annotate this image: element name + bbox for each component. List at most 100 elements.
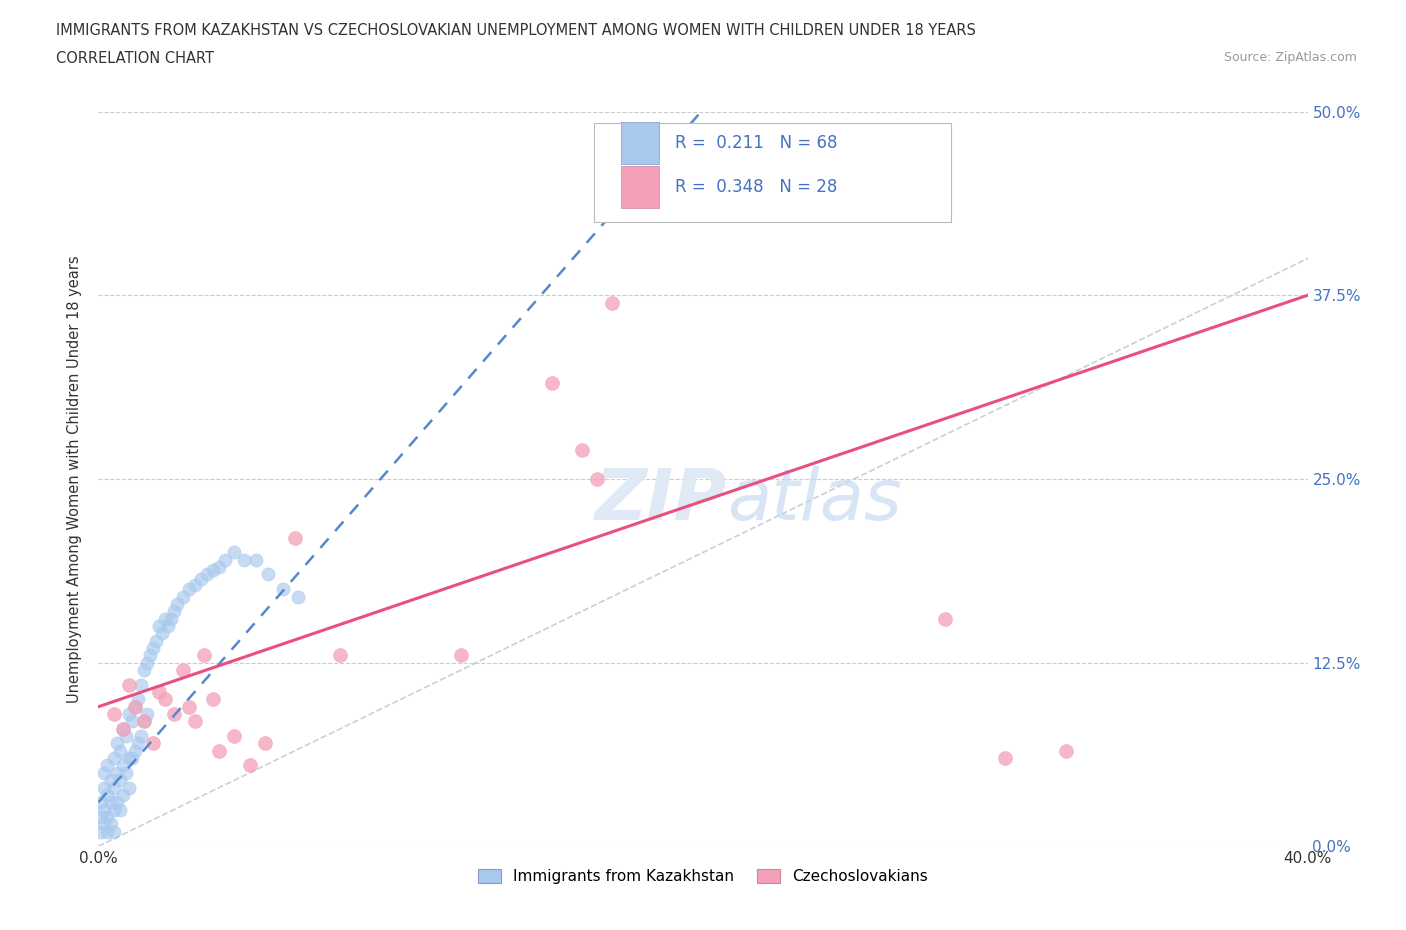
Text: IMMIGRANTS FROM KAZAKHSTAN VS CZECHOSLOVAKIAN UNEMPLOYMENT AMONG WOMEN WITH CHIL: IMMIGRANTS FROM KAZAKHSTAN VS CZECHOSLOV… bbox=[56, 23, 976, 38]
Text: ZIP: ZIP bbox=[595, 467, 727, 536]
Point bbox=[271, 582, 294, 597]
Point bbox=[90, 809, 112, 824]
Text: Source: ZipAtlas.com: Source: ZipAtlas.com bbox=[1223, 51, 1357, 64]
FancyBboxPatch shape bbox=[621, 166, 659, 207]
Text: CORRELATION CHART: CORRELATION CHART bbox=[56, 51, 214, 66]
Point bbox=[139, 648, 162, 663]
Point bbox=[96, 788, 118, 803]
Point bbox=[160, 611, 183, 626]
Point bbox=[994, 751, 1017, 765]
Point bbox=[103, 824, 125, 839]
Point bbox=[111, 788, 134, 803]
Point bbox=[121, 714, 143, 729]
Point bbox=[232, 552, 254, 567]
Point bbox=[132, 714, 155, 729]
Point bbox=[100, 773, 122, 788]
Text: R =  0.348   N = 28: R = 0.348 N = 28 bbox=[675, 178, 838, 196]
Point bbox=[111, 758, 134, 773]
Point bbox=[145, 633, 167, 648]
Point bbox=[103, 707, 125, 722]
Point bbox=[103, 802, 125, 817]
Point bbox=[224, 545, 246, 560]
Point bbox=[253, 736, 276, 751]
Point bbox=[142, 641, 165, 656]
Point bbox=[329, 648, 352, 663]
Point bbox=[184, 714, 207, 729]
Point bbox=[118, 677, 141, 692]
Point bbox=[96, 809, 118, 824]
Point bbox=[108, 802, 131, 817]
Point bbox=[202, 563, 225, 578]
Point bbox=[202, 692, 225, 707]
Point bbox=[450, 648, 472, 663]
Y-axis label: Unemployment Among Women with Children Under 18 years: Unemployment Among Women with Children U… bbox=[67, 255, 83, 703]
Point bbox=[195, 567, 218, 582]
Point bbox=[208, 743, 231, 758]
Point bbox=[124, 743, 146, 758]
Point bbox=[224, 729, 246, 744]
Point bbox=[934, 611, 956, 626]
Point bbox=[208, 560, 231, 575]
Point bbox=[156, 618, 179, 633]
Point bbox=[179, 699, 201, 714]
Point bbox=[571, 442, 593, 457]
Point bbox=[129, 677, 152, 692]
Point bbox=[127, 736, 149, 751]
Point bbox=[127, 692, 149, 707]
Point bbox=[287, 589, 309, 604]
Point bbox=[150, 626, 173, 641]
Point bbox=[118, 751, 141, 765]
Text: R =  0.211   N = 68: R = 0.211 N = 68 bbox=[675, 134, 838, 152]
Point bbox=[93, 802, 115, 817]
Point bbox=[118, 707, 141, 722]
Point bbox=[135, 707, 157, 722]
Point bbox=[193, 648, 215, 663]
Point bbox=[179, 582, 201, 597]
Point bbox=[93, 817, 115, 831]
Point bbox=[114, 729, 136, 744]
Point bbox=[214, 552, 236, 567]
Point bbox=[148, 684, 170, 699]
Point bbox=[111, 722, 134, 737]
Point bbox=[148, 618, 170, 633]
Point bbox=[166, 596, 188, 611]
Point bbox=[118, 780, 141, 795]
Point bbox=[245, 552, 267, 567]
Point bbox=[105, 765, 128, 780]
Point bbox=[1054, 743, 1077, 758]
Point bbox=[142, 736, 165, 751]
Point bbox=[602, 295, 624, 310]
Point bbox=[132, 714, 155, 729]
Point bbox=[135, 656, 157, 671]
Point bbox=[100, 795, 122, 810]
Point bbox=[96, 824, 118, 839]
Point bbox=[105, 795, 128, 810]
Point bbox=[96, 758, 118, 773]
Point bbox=[114, 765, 136, 780]
Point bbox=[93, 765, 115, 780]
Point bbox=[184, 578, 207, 592]
FancyBboxPatch shape bbox=[621, 122, 659, 164]
Point bbox=[90, 824, 112, 839]
Legend: Immigrants from Kazakhstan, Czechoslovakians: Immigrants from Kazakhstan, Czechoslovak… bbox=[472, 863, 934, 890]
Point bbox=[586, 472, 609, 486]
Point bbox=[153, 611, 176, 626]
Point bbox=[153, 692, 176, 707]
Point bbox=[124, 699, 146, 714]
Point bbox=[121, 751, 143, 765]
Point bbox=[239, 758, 262, 773]
Point bbox=[103, 751, 125, 765]
Point bbox=[111, 722, 134, 737]
Point bbox=[105, 736, 128, 751]
Point bbox=[190, 571, 212, 586]
Point bbox=[163, 707, 186, 722]
Point bbox=[172, 589, 194, 604]
Point bbox=[284, 530, 307, 545]
Point bbox=[129, 729, 152, 744]
FancyBboxPatch shape bbox=[595, 123, 950, 222]
Point bbox=[163, 604, 186, 618]
Point bbox=[93, 780, 115, 795]
Point bbox=[108, 743, 131, 758]
Point bbox=[172, 662, 194, 677]
Point bbox=[90, 795, 112, 810]
